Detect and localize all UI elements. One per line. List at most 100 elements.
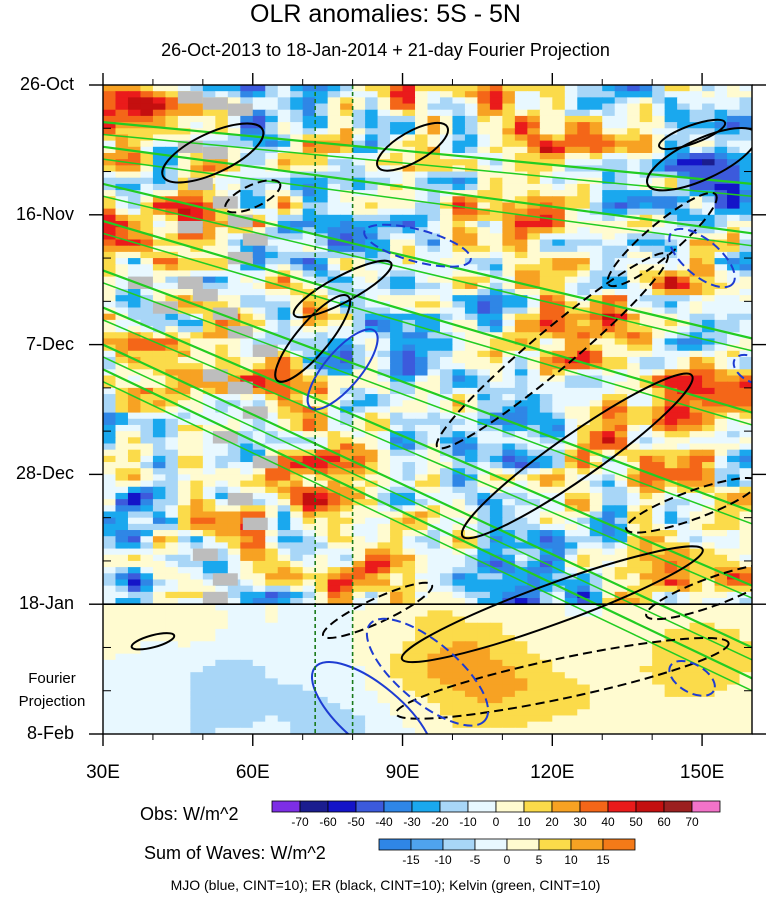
- field-cell: [602, 449, 616, 457]
- field-cell: [290, 462, 304, 469]
- field-cell: [377, 282, 391, 290]
- projection-cell: [165, 610, 179, 618]
- field-cell: [327, 91, 341, 98]
- field-cell: [514, 492, 528, 500]
- field-cell: [115, 165, 129, 173]
- field-cell: [215, 239, 229, 247]
- field-cell: [489, 85, 503, 92]
- projection-cell: [527, 610, 541, 618]
- field-cell: [140, 468, 154, 475]
- field-cell: [265, 480, 279, 488]
- field-cell: [127, 480, 142, 488]
- field-cell: [639, 598, 653, 605]
- field-cell: [302, 288, 316, 296]
- field-cell: [439, 424, 454, 432]
- field-cell: [227, 183, 241, 191]
- field-cell: [464, 134, 479, 142]
- field-cell: [165, 412, 179, 420]
- field-cell: [265, 91, 279, 98]
- field-cell: [227, 542, 241, 550]
- field-cell: [290, 375, 304, 383]
- field-cell: [439, 97, 454, 105]
- field-cell: [614, 462, 628, 469]
- field-cell: [502, 103, 516, 111]
- field-cell: [677, 387, 691, 395]
- projection-cell: [252, 628, 266, 636]
- field-cell: [689, 134, 703, 142]
- field-cell: [327, 511, 341, 519]
- field-cell: [103, 177, 117, 185]
- field-cell: [739, 400, 752, 408]
- field-cell: [302, 499, 316, 506]
- field-cell: [714, 227, 728, 234]
- field-cell: [714, 517, 728, 525]
- projection-cell: [415, 616, 429, 624]
- field-cell: [652, 375, 666, 383]
- field-cell: [452, 356, 466, 364]
- field-cell: [140, 134, 154, 142]
- field-cell: [165, 128, 179, 136]
- field-cell: [177, 548, 191, 556]
- projection-cell: [152, 628, 166, 636]
- field-cell: [739, 455, 752, 463]
- field-cell: [652, 387, 666, 395]
- projection-cell: [340, 672, 354, 679]
- field-cell: [702, 245, 716, 253]
- projection-cell: [639, 666, 653, 673]
- field-cell: [290, 536, 304, 543]
- field-cell: [627, 387, 641, 395]
- field-cell: [115, 301, 129, 309]
- field-cell: [327, 591, 341, 599]
- projection-cell: [614, 653, 628, 661]
- field-cell: [415, 437, 429, 445]
- field-cell: [552, 585, 566, 593]
- field-cell: [202, 567, 216, 574]
- field-cell: [689, 326, 703, 333]
- field-cell: [227, 474, 241, 482]
- field-cell: [689, 530, 703, 537]
- field-cell: [315, 523, 329, 531]
- field-cell: [502, 122, 516, 129]
- field-cell: [564, 536, 578, 543]
- field-cell: [277, 548, 291, 556]
- field-cell: [627, 97, 641, 105]
- field-cell: [452, 103, 466, 111]
- field-cell: [127, 171, 142, 179]
- field-cell: [140, 381, 154, 389]
- field-cell: [202, 523, 216, 531]
- projection-cell: [477, 616, 491, 624]
- field-cell: [127, 530, 142, 537]
- field-cell: [402, 326, 416, 333]
- field-cell: [277, 505, 291, 513]
- field-cell: [415, 196, 429, 204]
- projection-cell: [464, 635, 479, 642]
- field-cell: [552, 233, 566, 241]
- field-cell: [689, 573, 703, 581]
- field-cell: [327, 505, 341, 513]
- field-cell: [427, 183, 441, 191]
- field-cell: [152, 103, 166, 111]
- field-cell: [489, 492, 503, 500]
- field-cell: [614, 412, 628, 420]
- field-cell: [452, 492, 466, 500]
- field-cell: [127, 400, 142, 408]
- field-cell: [402, 585, 416, 593]
- field-cell: [627, 140, 641, 148]
- field-cell: [664, 97, 678, 105]
- projection-cell: [514, 653, 528, 661]
- field-cell: [589, 258, 603, 265]
- field-cell: [290, 122, 304, 129]
- projection-cell: [677, 628, 691, 636]
- field-cell: [664, 579, 678, 587]
- projection-cell: [315, 666, 329, 673]
- field-cell: [614, 517, 628, 525]
- field-cell: [464, 437, 479, 445]
- field-cell: [727, 103, 741, 111]
- projection-cell: [215, 647, 229, 655]
- projection-cell: [415, 641, 429, 649]
- field-cell: [165, 344, 179, 352]
- field-cell: [664, 499, 678, 506]
- projection-cell: [714, 610, 728, 618]
- field-cell: [714, 536, 728, 543]
- field-cell: [452, 220, 466, 228]
